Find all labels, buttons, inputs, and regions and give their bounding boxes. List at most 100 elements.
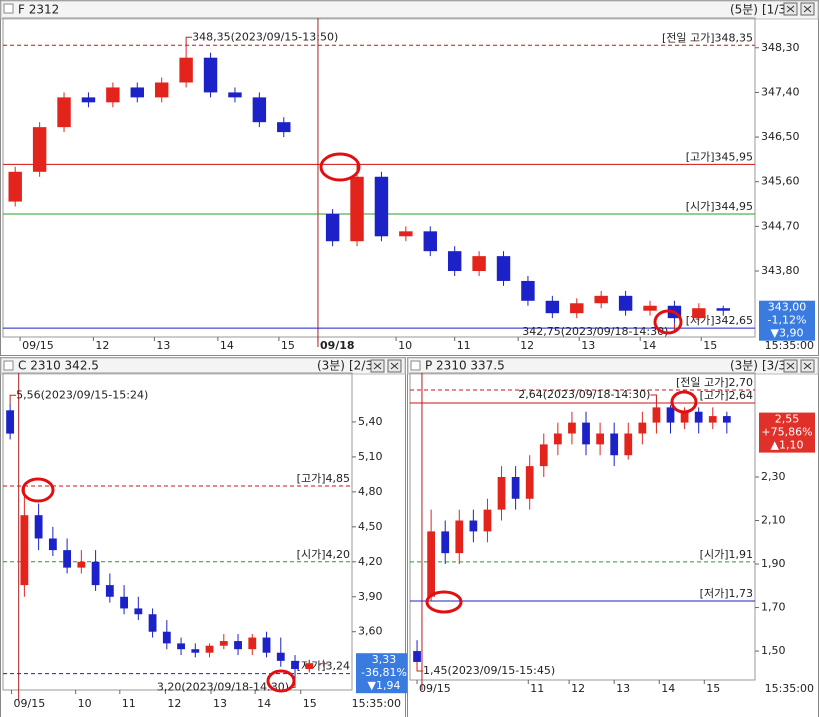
- price-box-label: +75,86%: [761, 426, 812, 439]
- time-label: 15:35:00: [352, 697, 401, 710]
- candle-body: [545, 300, 560, 314]
- y-tick-label: 4,50: [358, 520, 383, 533]
- candle-body: [228, 92, 242, 98]
- y-tick-label: 346,50: [761, 130, 800, 143]
- price-box: [356, 653, 412, 694]
- level-label: [고가]4,85: [297, 472, 350, 485]
- candle-body: [305, 663, 314, 670]
- candle-body: [106, 87, 120, 103]
- y-tick-label: 1,90: [761, 557, 786, 570]
- close-icon: [803, 362, 812, 370]
- candle-body: [154, 82, 169, 98]
- candle-body: [568, 422, 576, 434]
- panel-header: [0, 0, 819, 20]
- plot-area: [2, 372, 353, 691]
- y-tick-label: 3,60: [358, 625, 383, 638]
- level-label: [전일 고가]348,35: [662, 30, 753, 44]
- candle-body: [248, 637, 257, 650]
- annotation-pointer: [650, 394, 657, 404]
- candle-body: [539, 444, 548, 467]
- close-icon: [373, 362, 382, 370]
- x-tick-label: 14: [661, 682, 675, 695]
- x-tick-label: 09/15: [14, 697, 46, 710]
- annotation-pointer: [9, 394, 17, 404]
- panel-interval: (3분): [317, 359, 345, 373]
- annotation: 348,35(2023/09/15-13:50): [192, 30, 338, 43]
- x-tick-label: 14: [220, 339, 234, 352]
- candle-body: [191, 649, 200, 653]
- header-checkbox: [3, 360, 14, 371]
- candle-body: [63, 550, 72, 568]
- candle-body: [666, 407, 675, 423]
- candle-body: [252, 97, 267, 123]
- candle-body: [32, 127, 47, 172]
- x-tick-label: 15: [303, 697, 317, 710]
- y-tick-label: 4,80: [358, 485, 383, 498]
- candle-body: [8, 171, 22, 202]
- time-label: 15:35:00: [765, 339, 814, 352]
- candle-body: [319, 663, 328, 665]
- highlight: [21, 477, 55, 503]
- candle-body: [105, 585, 114, 597]
- candle-body: [350, 176, 364, 242]
- candle-body: [455, 520, 464, 554]
- plot-area: [2, 17, 756, 338]
- x-tick-label: 14: [257, 697, 271, 710]
- candle-body: [427, 531, 435, 597]
- candle-body: [130, 87, 144, 98]
- candle-body: [177, 643, 185, 650]
- candle-body: [594, 295, 608, 304]
- x-tick-label: 13: [156, 339, 170, 352]
- x-tick-label: 11: [457, 339, 471, 352]
- candle-body: [553, 433, 562, 445]
- close-icon: [390, 362, 399, 370]
- candle-body: [162, 631, 171, 644]
- annotation: 1,45(2023/09/15-15:45): [423, 664, 555, 677]
- price-box-label: ▼1,94: [368, 679, 401, 692]
- y-tick-label: 1,50: [761, 644, 786, 657]
- header-checkbox: [3, 3, 14, 14]
- candle-body: [447, 251, 462, 272]
- x-tick-label: 13: [581, 339, 595, 352]
- y-tick-label: 1,70: [761, 601, 786, 614]
- candle-body: [624, 433, 633, 456]
- panel-header: [407, 357, 819, 375]
- x-tick-label: 11: [530, 682, 544, 695]
- x-tick-label: 12: [95, 339, 109, 352]
- close-icon: [786, 362, 795, 370]
- candle-body: [472, 256, 486, 272]
- highlight: [670, 390, 698, 414]
- candle-body: [652, 407, 661, 423]
- candle-body: [120, 596, 128, 609]
- candle-body: [413, 651, 421, 662]
- panel: [0, 357, 406, 717]
- annotation: 342,75(2023/09/18-14:30): [522, 325, 668, 338]
- price-box: [759, 412, 815, 453]
- y-tick-label: 345,60: [761, 175, 800, 188]
- panel: [407, 357, 819, 717]
- level-label: [시가]4,20: [297, 548, 350, 561]
- level-label: [저가]1,73: [700, 587, 753, 600]
- candle-body: [291, 660, 299, 670]
- x-tick-label: 09/15: [22, 339, 54, 352]
- candle-body: [496, 256, 511, 281]
- y-tick-label: 2,10: [761, 514, 786, 527]
- candle-body: [262, 637, 271, 653]
- x-tick-label: 13: [213, 697, 227, 710]
- candle-body: [525, 466, 534, 499]
- x-tick-label: 12: [167, 697, 181, 710]
- candle-body: [692, 308, 706, 319]
- x-tick-label: 12: [520, 339, 534, 352]
- highlight: [653, 309, 683, 335]
- x-tick-label: 10: [78, 697, 92, 710]
- candle-body: [722, 416, 731, 423]
- annotation-pointer: [416, 661, 424, 672]
- candle-body: [6, 410, 15, 434]
- price-box: [759, 300, 815, 341]
- candle-body: [483, 509, 492, 532]
- time-label: 15:35:00: [765, 682, 814, 695]
- candle-body: [325, 213, 340, 242]
- x-tick-label: 11: [122, 697, 136, 710]
- price-box-label: 2,55: [775, 413, 800, 426]
